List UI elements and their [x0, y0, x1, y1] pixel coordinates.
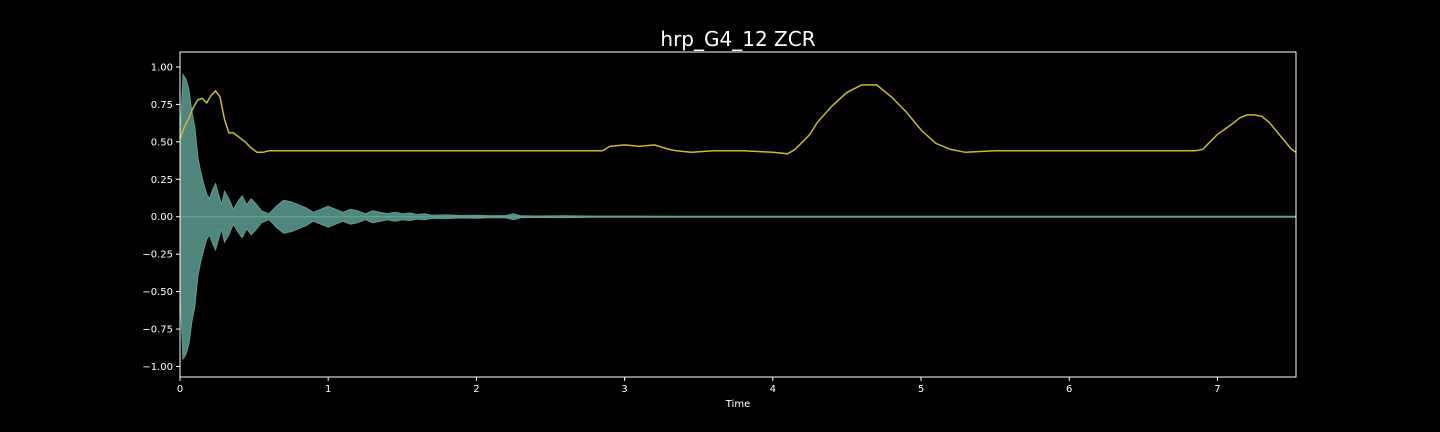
x-tick-label: 2 — [473, 384, 479, 395]
y-tick-label: 0.25 — [151, 175, 173, 186]
x-tick-label: 5 — [918, 384, 924, 395]
y-axis: 1.00 0.75 0.50 0.25 0.00 −0.25 −0.50 −0.75 −1.00 — [142, 62, 180, 373]
x-tick-label: 6 — [1066, 384, 1072, 395]
y-tick-label: 0.75 — [151, 100, 173, 111]
x-tick-label: 4 — [770, 384, 776, 395]
plot-area — [179, 72, 1297, 361]
x-tick-label: 1 — [325, 384, 331, 395]
y-tick-label: −1.00 — [142, 362, 173, 373]
chart-title: hrp_G4_12 ZCR — [660, 27, 815, 51]
y-tick-label: −0.25 — [142, 250, 173, 261]
y-tick-label: 0.50 — [151, 137, 173, 148]
x-tick-label: 3 — [621, 384, 627, 395]
x-axis-label: Time — [725, 399, 750, 410]
zcr-series-line — [179, 84, 1297, 155]
y-tick-label: 0.00 — [151, 212, 173, 223]
y-tick-label: 1.00 — [151, 62, 173, 73]
plot-frame — [179, 51, 1297, 378]
x-axis: 0 1 2 3 4 5 6 7 — [177, 377, 1221, 395]
x-tick-label: 7 — [1214, 384, 1220, 395]
y-tick-label: −0.50 — [142, 287, 173, 298]
x-tick-label: 0 — [177, 384, 183, 395]
y-tick-label: −0.75 — [142, 325, 173, 336]
